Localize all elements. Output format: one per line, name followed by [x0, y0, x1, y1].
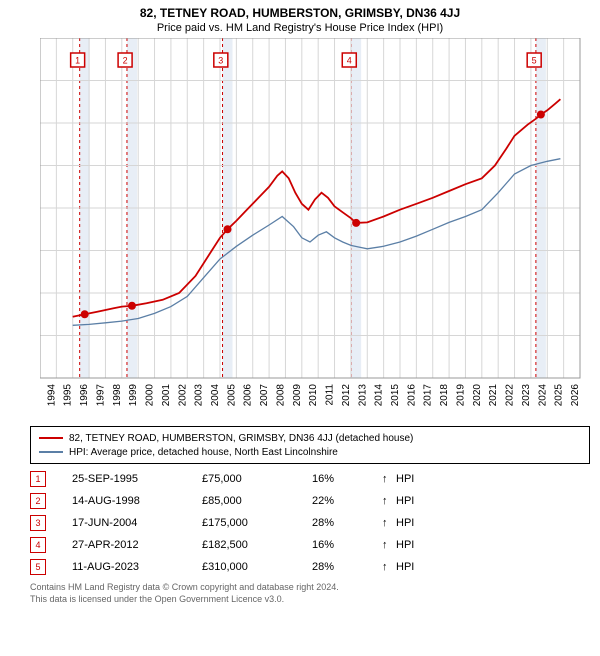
sales-price: £182,500 — [202, 539, 312, 551]
svg-text:1996: 1996 — [79, 384, 90, 407]
svg-text:2008: 2008 — [275, 384, 286, 407]
sales-marker: 3 — [30, 515, 46, 531]
svg-text:2024: 2024 — [537, 384, 548, 407]
svg-text:2022: 2022 — [505, 384, 516, 407]
arrow-up-icon: ↑ — [382, 561, 396, 573]
sale-marker-point — [81, 310, 89, 318]
svg-text:2021: 2021 — [488, 384, 499, 407]
svg-text:2025: 2025 — [554, 384, 565, 407]
svg-text:2010: 2010 — [308, 384, 319, 407]
sales-row: 3 17-JUN-2004£175,00028%↑HPI — [30, 512, 590, 534]
sales-hpi-label: HPI — [396, 495, 426, 507]
sales-marker: 2 — [30, 493, 46, 509]
sale-marker-point — [128, 302, 136, 310]
sales-date: 14-AUG-1998 — [72, 495, 202, 507]
sales-table: 125-SEP-1995£75,00016%↑HPI214-AUG-1998£8… — [30, 468, 590, 578]
sale-marker-point — [537, 111, 545, 119]
sale-marker-point — [352, 219, 360, 227]
svg-text:2009: 2009 — [292, 384, 303, 407]
chart-title: 82, TETNEY ROAD, HUMBERSTON, GRIMSBY, DN… — [0, 6, 600, 20]
svg-text:2006: 2006 — [243, 384, 254, 407]
arrow-up-icon: ↑ — [382, 517, 396, 529]
svg-text:2013: 2013 — [357, 384, 368, 407]
svg-text:1995: 1995 — [63, 384, 74, 407]
svg-text:1993: 1993 — [40, 384, 41, 407]
svg-text:1998: 1998 — [112, 384, 123, 407]
sales-price: £75,000 — [202, 473, 312, 485]
svg-text:2002: 2002 — [177, 384, 188, 407]
legend-item: 82, TETNEY ROAD, HUMBERSTON, GRIMSBY, DN… — [39, 431, 581, 445]
svg-text:2003: 2003 — [194, 384, 205, 407]
sale-marker-label: 2 — [123, 55, 128, 65]
sales-hpi-label: HPI — [396, 539, 426, 551]
svg-text:2014: 2014 — [374, 384, 385, 407]
sales-date: 11-AUG-2023 — [72, 561, 202, 573]
svg-text:2026: 2026 — [570, 384, 581, 407]
sales-pct: 16% — [312, 473, 382, 485]
legend-swatch — [39, 451, 63, 452]
sales-date: 27-APR-2012 — [72, 539, 202, 551]
legend-item: HPI: Average price, detached house, Nort… — [39, 445, 581, 459]
sales-date: 17-JUN-2004 — [72, 517, 202, 529]
svg-text:2023: 2023 — [521, 384, 532, 407]
arrow-up-icon: ↑ — [382, 473, 396, 485]
sales-marker: 5 — [30, 559, 46, 575]
sales-pct: 16% — [312, 539, 382, 551]
sales-price: £175,000 — [202, 517, 312, 529]
footer-line-1: Contains HM Land Registry data © Crown c… — [30, 582, 590, 594]
sales-price: £310,000 — [202, 561, 312, 573]
sales-row: 1 25-SEP-1995£75,00016%↑HPI — [30, 468, 590, 490]
arrow-up-icon: ↑ — [382, 495, 396, 507]
sales-price: £85,000 — [202, 495, 312, 507]
chart-subtitle: Price paid vs. HM Land Registry's House … — [0, 22, 600, 34]
sale-marker-point — [224, 225, 232, 233]
arrow-up-icon: ↑ — [382, 539, 396, 551]
sales-hpi-label: HPI — [396, 561, 426, 573]
legend-swatch — [39, 437, 63, 439]
price-chart: £0£50K£100K£150K£200K£250K£300K£350K£400… — [40, 38, 600, 418]
svg-text:2011: 2011 — [325, 384, 336, 406]
sales-marker: 1 — [30, 471, 46, 487]
svg-text:2001: 2001 — [161, 384, 172, 407]
sales-marker: 4 — [30, 537, 46, 553]
legend-label: HPI: Average price, detached house, Nort… — [69, 447, 338, 458]
svg-text:1994: 1994 — [46, 384, 57, 407]
svg-text:2000: 2000 — [145, 384, 156, 407]
footer: Contains HM Land Registry data © Crown c… — [30, 582, 590, 605]
svg-text:2012: 2012 — [341, 384, 352, 407]
sales-pct: 22% — [312, 495, 382, 507]
svg-text:2016: 2016 — [406, 384, 417, 407]
sale-marker-label: 1 — [75, 55, 80, 65]
svg-text:2017: 2017 — [423, 384, 434, 407]
sales-hpi-label: HPI — [396, 473, 426, 485]
svg-text:2020: 2020 — [472, 384, 483, 407]
sales-row: 5 11-AUG-2023£310,00028%↑HPI — [30, 556, 590, 578]
footer-line-2: This data is licensed under the Open Gov… — [30, 594, 590, 606]
svg-text:2018: 2018 — [439, 384, 450, 407]
sale-marker-label: 4 — [347, 55, 352, 65]
sale-marker-label: 3 — [218, 55, 223, 65]
legend: 82, TETNEY ROAD, HUMBERSTON, GRIMSBY, DN… — [30, 426, 590, 464]
legend-label: 82, TETNEY ROAD, HUMBERSTON, GRIMSBY, DN… — [69, 433, 413, 444]
sales-hpi-label: HPI — [396, 517, 426, 529]
svg-text:1999: 1999 — [128, 384, 139, 407]
sales-pct: 28% — [312, 561, 382, 573]
sales-date: 25-SEP-1995 — [72, 473, 202, 485]
svg-text:2007: 2007 — [259, 384, 270, 407]
svg-text:2015: 2015 — [390, 384, 401, 407]
series-hpi — [73, 159, 561, 326]
chart-area: £0£50K£100K£150K£200K£250K£300K£350K£400… — [40, 38, 600, 418]
sales-row: 2 14-AUG-1998£85,00022%↑HPI — [30, 490, 590, 512]
svg-text:2019: 2019 — [455, 384, 466, 407]
svg-text:2005: 2005 — [226, 384, 237, 407]
sales-pct: 28% — [312, 517, 382, 529]
sale-marker-label: 5 — [532, 55, 537, 65]
chart-container: 82, TETNEY ROAD, HUMBERSTON, GRIMSBY, DN… — [0, 6, 600, 656]
svg-text:2004: 2004 — [210, 384, 221, 407]
sales-row: 4 27-APR-2012£182,50016%↑HPI — [30, 534, 590, 556]
svg-text:1997: 1997 — [95, 384, 106, 407]
